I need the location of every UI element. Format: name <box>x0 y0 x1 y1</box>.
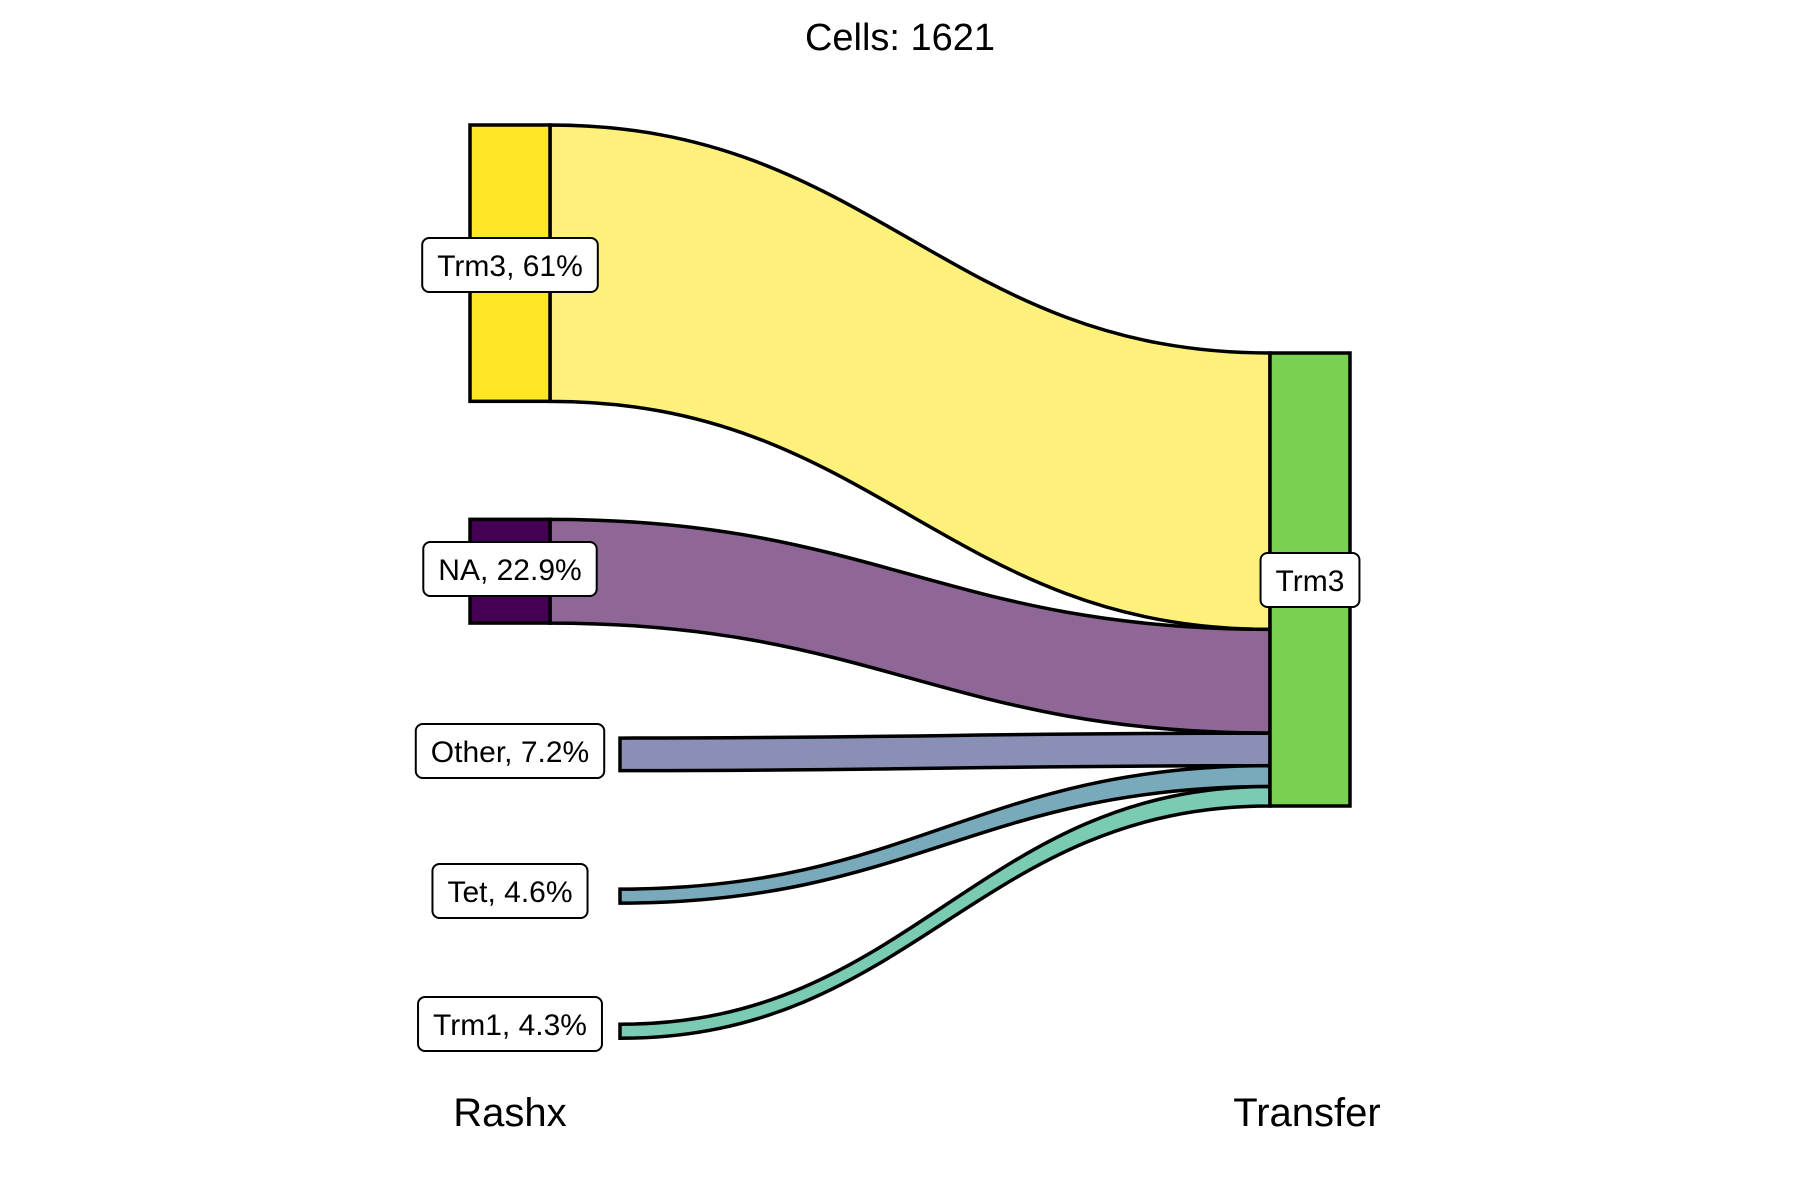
source-trm1-label-text: Trm1, 4.3% <box>433 1009 587 1042</box>
source-na-label-box <box>422 541 598 597</box>
source-other-label-text: Other, 7.2% <box>431 736 589 769</box>
labels-layer: Trm3, 61% NA, 22.9% Other, 7.2% Tet, 4.6% Tr… <box>414 237 1361 1052</box>
source-other-label: Other, 7.2% <box>414 723 606 779</box>
source-na-label-text: NA, 22.9% <box>438 554 581 587</box>
source-trm3-label-text: Trm3, 61% <box>437 250 583 283</box>
source-other-label-box <box>414 723 606 779</box>
target-trm3-label-text: Trm3 <box>1276 565 1345 598</box>
axis-label-transfer: Transfer <box>1233 1091 1380 1135</box>
source-trm3-label-box <box>421 237 599 293</box>
target-trm3-label-box <box>1259 552 1361 608</box>
source-tet-label: Tet, 4.6% <box>431 863 589 919</box>
source-tet-label-text: Tet, 4.6% <box>447 876 572 909</box>
target-trm3-label: Trm3 <box>1259 552 1361 608</box>
chart-title: Cells: 1621 <box>805 17 995 59</box>
axis-label-rashx: Rashx <box>453 1091 566 1135</box>
source-na-label: NA, 22.9% <box>422 541 598 597</box>
source-trm3-label: Trm3, 61% <box>421 237 599 293</box>
flows-layer <box>548 123 1272 1041</box>
flow-trm1-to-trm3 <box>618 784 1272 1041</box>
source-tet-label-box <box>431 863 589 919</box>
flow-other-to-trm3 <box>618 731 1272 773</box>
source-trm1-label-box <box>417 996 603 1052</box>
source-trm1-label: Trm1, 4.3% <box>417 996 603 1052</box>
flow-tet-to-trm3 <box>618 763 1272 905</box>
